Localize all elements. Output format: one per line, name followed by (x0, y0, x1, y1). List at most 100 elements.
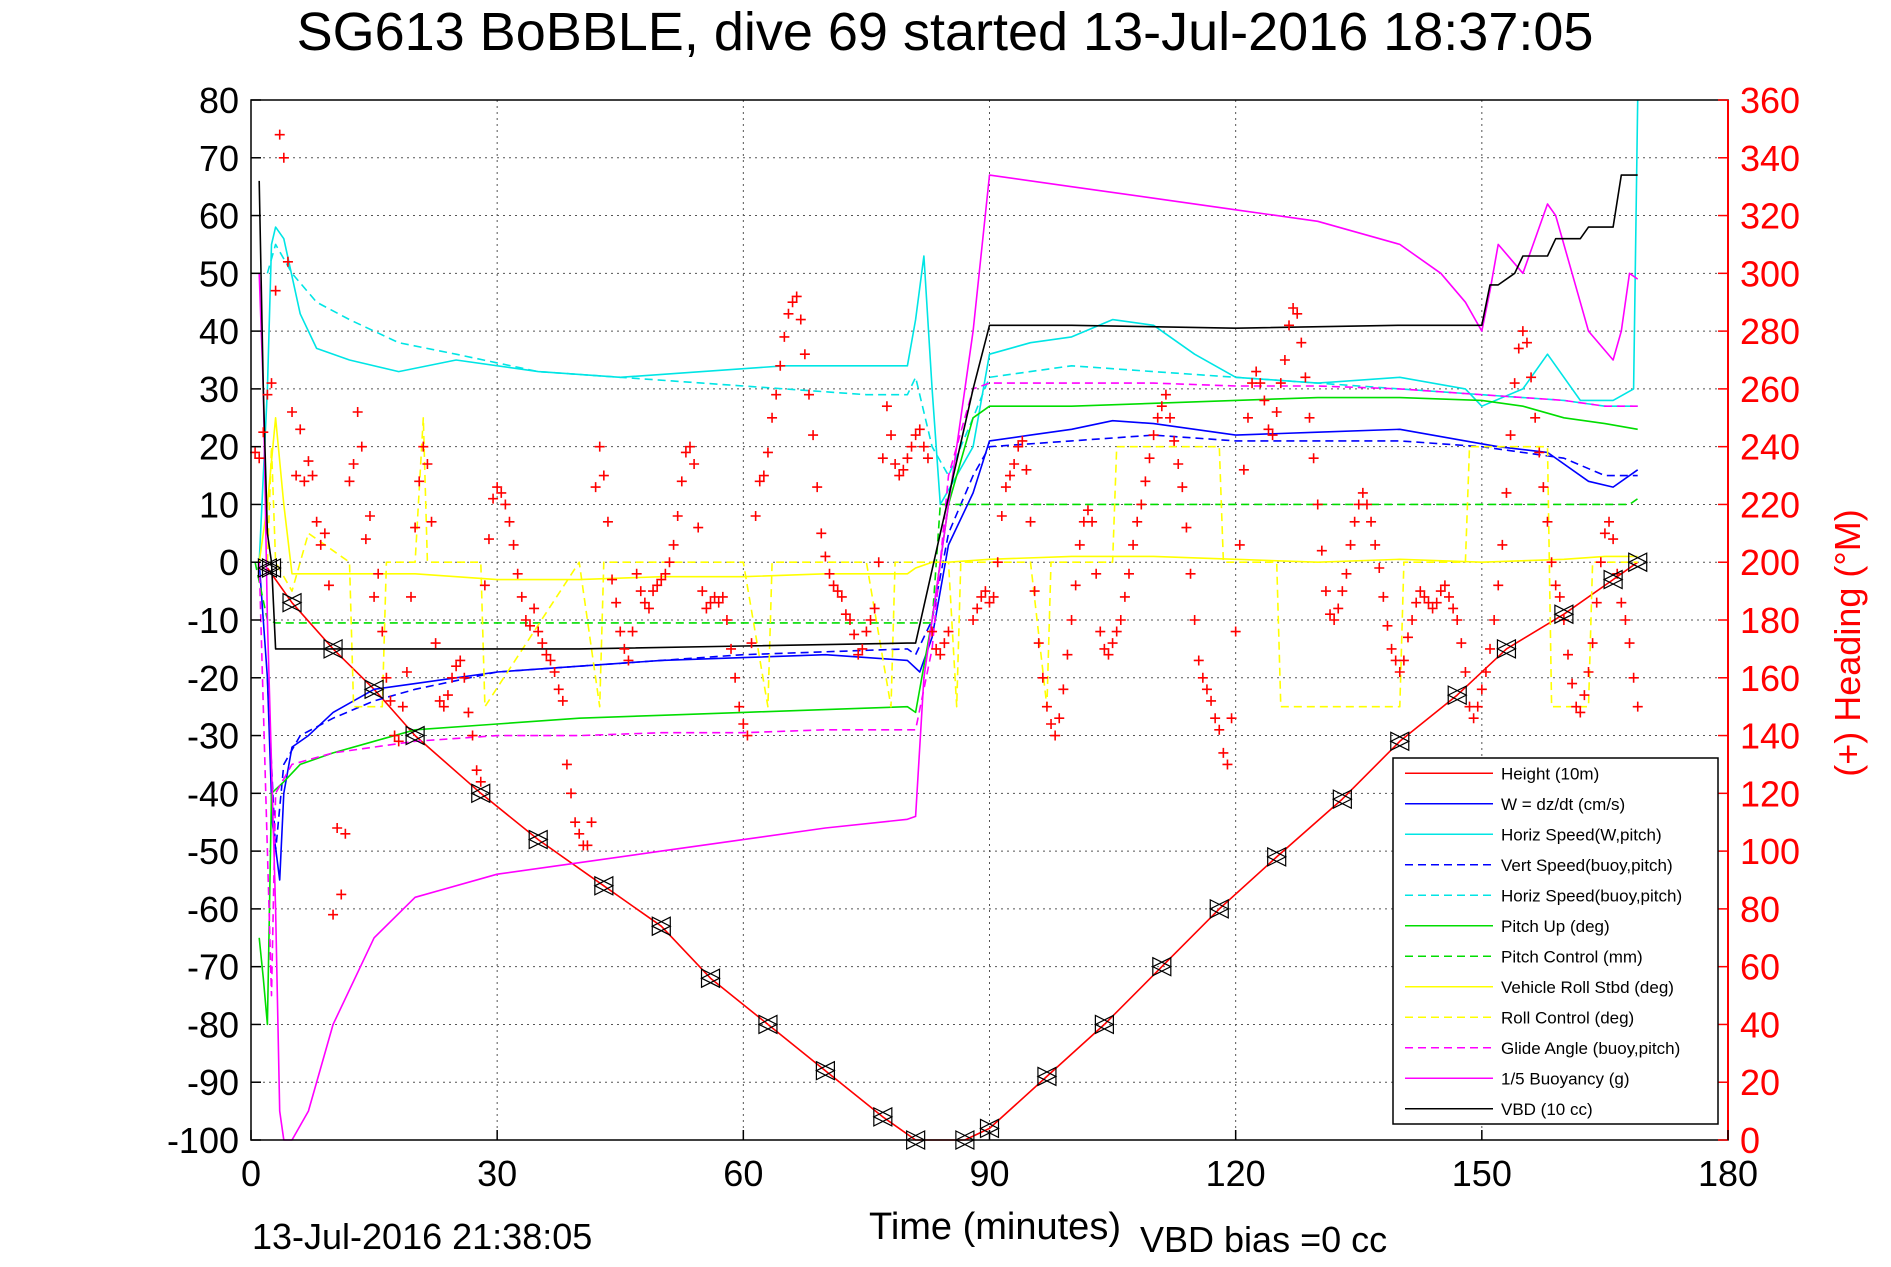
heading-point (1329, 615, 1340, 625)
heading-point (746, 638, 757, 649)
heading-point (717, 591, 728, 602)
right-tick-label: 220 (1740, 484, 1800, 525)
heading-point (1312, 499, 1323, 510)
x-tick-label: 180 (1698, 1153, 1758, 1194)
right-axis-label: (+) Heading (°M) (1827, 509, 1868, 776)
x-tick-label: 60 (723, 1153, 763, 1194)
heading-point (1193, 655, 1204, 666)
left-tick-label: 20 (199, 427, 239, 468)
heading-point (873, 557, 884, 568)
right-tick-label: 240 (1740, 427, 1800, 468)
heading-point (332, 823, 343, 833)
heading-point (656, 574, 667, 585)
legend-entry-label: Height (10m) (1501, 764, 1599, 783)
heading-point (816, 528, 827, 539)
heading-point (1550, 580, 1561, 591)
heading-point (455, 655, 466, 666)
heading-point (451, 661, 462, 672)
right-tick-label: 340 (1740, 138, 1800, 179)
heading-point (1169, 435, 1180, 446)
left-tick-label: 0 (219, 542, 239, 583)
left-tick-label: 80 (199, 80, 239, 121)
heading-point (582, 840, 593, 851)
x-axis: 0 30 60 90 120 150 180 (241, 1130, 1758, 1194)
heading-point (303, 456, 314, 467)
heading-point (931, 643, 942, 654)
heading-point (1575, 707, 1586, 718)
depth-marker-left (257, 558, 278, 578)
depth-marker-left (1627, 552, 1648, 573)
heading-point (1091, 568, 1102, 579)
heading-point (1320, 586, 1331, 597)
heading-point (1554, 591, 1565, 602)
legend-entry-label: Vert Speed(buoy,pitch) (1501, 856, 1673, 875)
heading-point (1526, 372, 1537, 383)
depth-marker-left (1036, 1066, 1057, 1087)
depth-marker-left (261, 558, 282, 578)
heading-point (1501, 487, 1512, 498)
heading-point (311, 516, 322, 527)
heading-point (935, 649, 946, 660)
heading-point (865, 615, 876, 625)
heading-point (668, 539, 679, 550)
x-tick-label: 120 (1206, 1153, 1266, 1194)
depth-marker-left (1151, 956, 1172, 977)
heading-point (1013, 441, 1024, 452)
depth-marker-left (281, 592, 302, 613)
left-tick-label: -20 (187, 658, 239, 699)
heading-point (1103, 649, 1114, 660)
right-tick-label: 140 (1740, 716, 1800, 757)
heading-point (758, 470, 769, 481)
heading-point (1082, 505, 1093, 516)
heading-point (348, 459, 359, 469)
heading-point (422, 459, 433, 469)
heading-point (254, 453, 265, 464)
depth-marker-left (1208, 898, 1229, 919)
heading-point (1485, 643, 1496, 654)
heading-point (315, 539, 326, 550)
heading-point (1439, 580, 1450, 591)
heading-point (250, 447, 261, 458)
series-line-3 (266, 434, 1638, 852)
heading-point (968, 615, 979, 625)
heading-point (803, 389, 814, 400)
heading-point (1132, 516, 1143, 527)
heading-point (664, 557, 675, 568)
heading-point (972, 603, 983, 614)
heading-point (282, 256, 293, 267)
heading-point (1099, 643, 1110, 654)
depth-marker-left (700, 968, 721, 989)
heading-point (520, 615, 531, 625)
heading-point (1111, 626, 1122, 637)
heading-point (1394, 667, 1405, 677)
depth-marker-left (872, 1106, 893, 1127)
heading-point (1160, 389, 1171, 400)
heading-point (393, 736, 404, 747)
heading-point (750, 511, 761, 521)
left-tick-label: -90 (187, 1062, 239, 1103)
series-line-4 (266, 243, 1638, 477)
right-tick-label: 60 (1740, 947, 1780, 988)
heading-point (902, 453, 913, 464)
heading-point (611, 597, 622, 608)
right-tick-label: 320 (1740, 196, 1800, 237)
heading-point (1029, 586, 1040, 597)
legend-entry-label: Glide Angle (buoy,pitch) (1501, 1039, 1680, 1058)
right-tick-label: 40 (1740, 1004, 1780, 1045)
heading-point (1349, 516, 1360, 527)
heading-point (918, 441, 929, 452)
heading-point (886, 430, 897, 441)
heading-point (783, 308, 794, 319)
heading-point (1041, 701, 1052, 712)
heading-point (1599, 528, 1610, 539)
heading-point (1275, 378, 1286, 389)
heading-point (1497, 539, 1508, 550)
left-tick-label: -80 (187, 1004, 239, 1045)
heading-point (1407, 615, 1418, 625)
heading-point (1345, 539, 1356, 550)
heading-point (1000, 482, 1011, 493)
heading-point (373, 568, 384, 579)
heading-point (898, 464, 909, 475)
heading-point (988, 591, 999, 602)
depth-marker-left (593, 875, 614, 896)
